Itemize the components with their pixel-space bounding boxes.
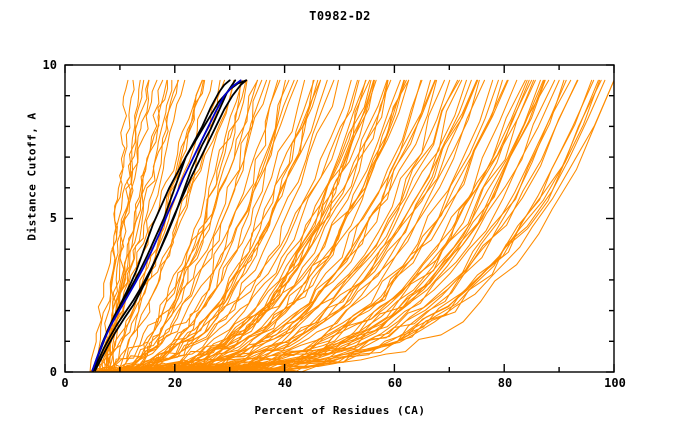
y-tick-label-0: 0 [49,365,57,379]
prediction-curve [97,79,263,373]
prediction-curve [102,79,375,373]
series-layer [89,79,615,373]
prediction-curve [107,79,615,373]
prediction-curve [106,79,129,372]
prediction-curve [89,79,235,372]
x-tick-label-80: 80 [497,376,513,390]
prediction-curve [100,79,295,373]
prediction-curve [105,79,339,372]
prediction-curve [91,79,203,372]
prediction-curve [99,79,168,372]
y-axis-label: Distance Cutoff, A [25,112,39,241]
x-tick-label-60: 60 [387,376,403,390]
prediction-curve [111,79,615,373]
x-axis-label: Percent of Residues (CA) [254,404,426,417]
prediction-curve [106,79,405,373]
x-tick-label-40: 40 [277,376,293,390]
x-tick-label-100: 100 [604,376,626,390]
prediction-curve [125,79,281,372]
prediction-curve [109,79,213,372]
highlight-curve-blue [91,79,242,372]
prediction-curve [127,79,375,373]
x-tick-label-20: 20 [167,376,183,390]
chart-title: T0982-D2 [309,9,371,23]
prediction-curve [103,79,535,373]
prediction-curve [97,79,389,373]
prediction-curve [100,79,135,372]
prediction-curve [120,79,243,373]
prediction-curve [120,79,367,373]
axes-layer [64,64,615,373]
prediction-curve [89,79,150,372]
prediction-curve [94,79,158,372]
prediction-curve [103,79,180,372]
y-tick-label-5: 5 [49,211,57,225]
prediction-curve [98,79,173,372]
y-tick-label-10: 10 [42,58,57,72]
highlight-curve-black [92,79,248,372]
x-tick-label-0: 0 [61,376,69,390]
prediction-curve [114,79,358,372]
prediction-curve [93,79,258,372]
highlight-curve-black [94,79,248,372]
prediction-curve [119,79,242,372]
prediction-curve [100,79,268,373]
prediction-curve [101,79,335,373]
